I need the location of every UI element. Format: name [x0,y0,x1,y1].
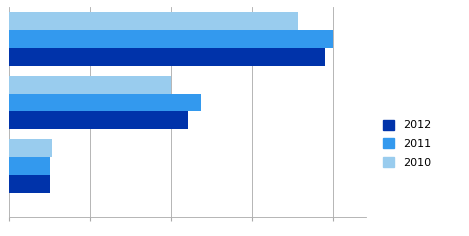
Bar [9,30,333,48]
Bar [9,94,201,111]
Legend: 2012, 2011, 2010: 2012, 2011, 2010 [378,115,436,172]
Bar [9,12,298,30]
Bar [9,48,325,66]
Bar [9,76,171,94]
Bar [9,157,50,175]
Bar [9,175,50,193]
Bar [9,139,52,157]
Bar [9,111,188,129]
